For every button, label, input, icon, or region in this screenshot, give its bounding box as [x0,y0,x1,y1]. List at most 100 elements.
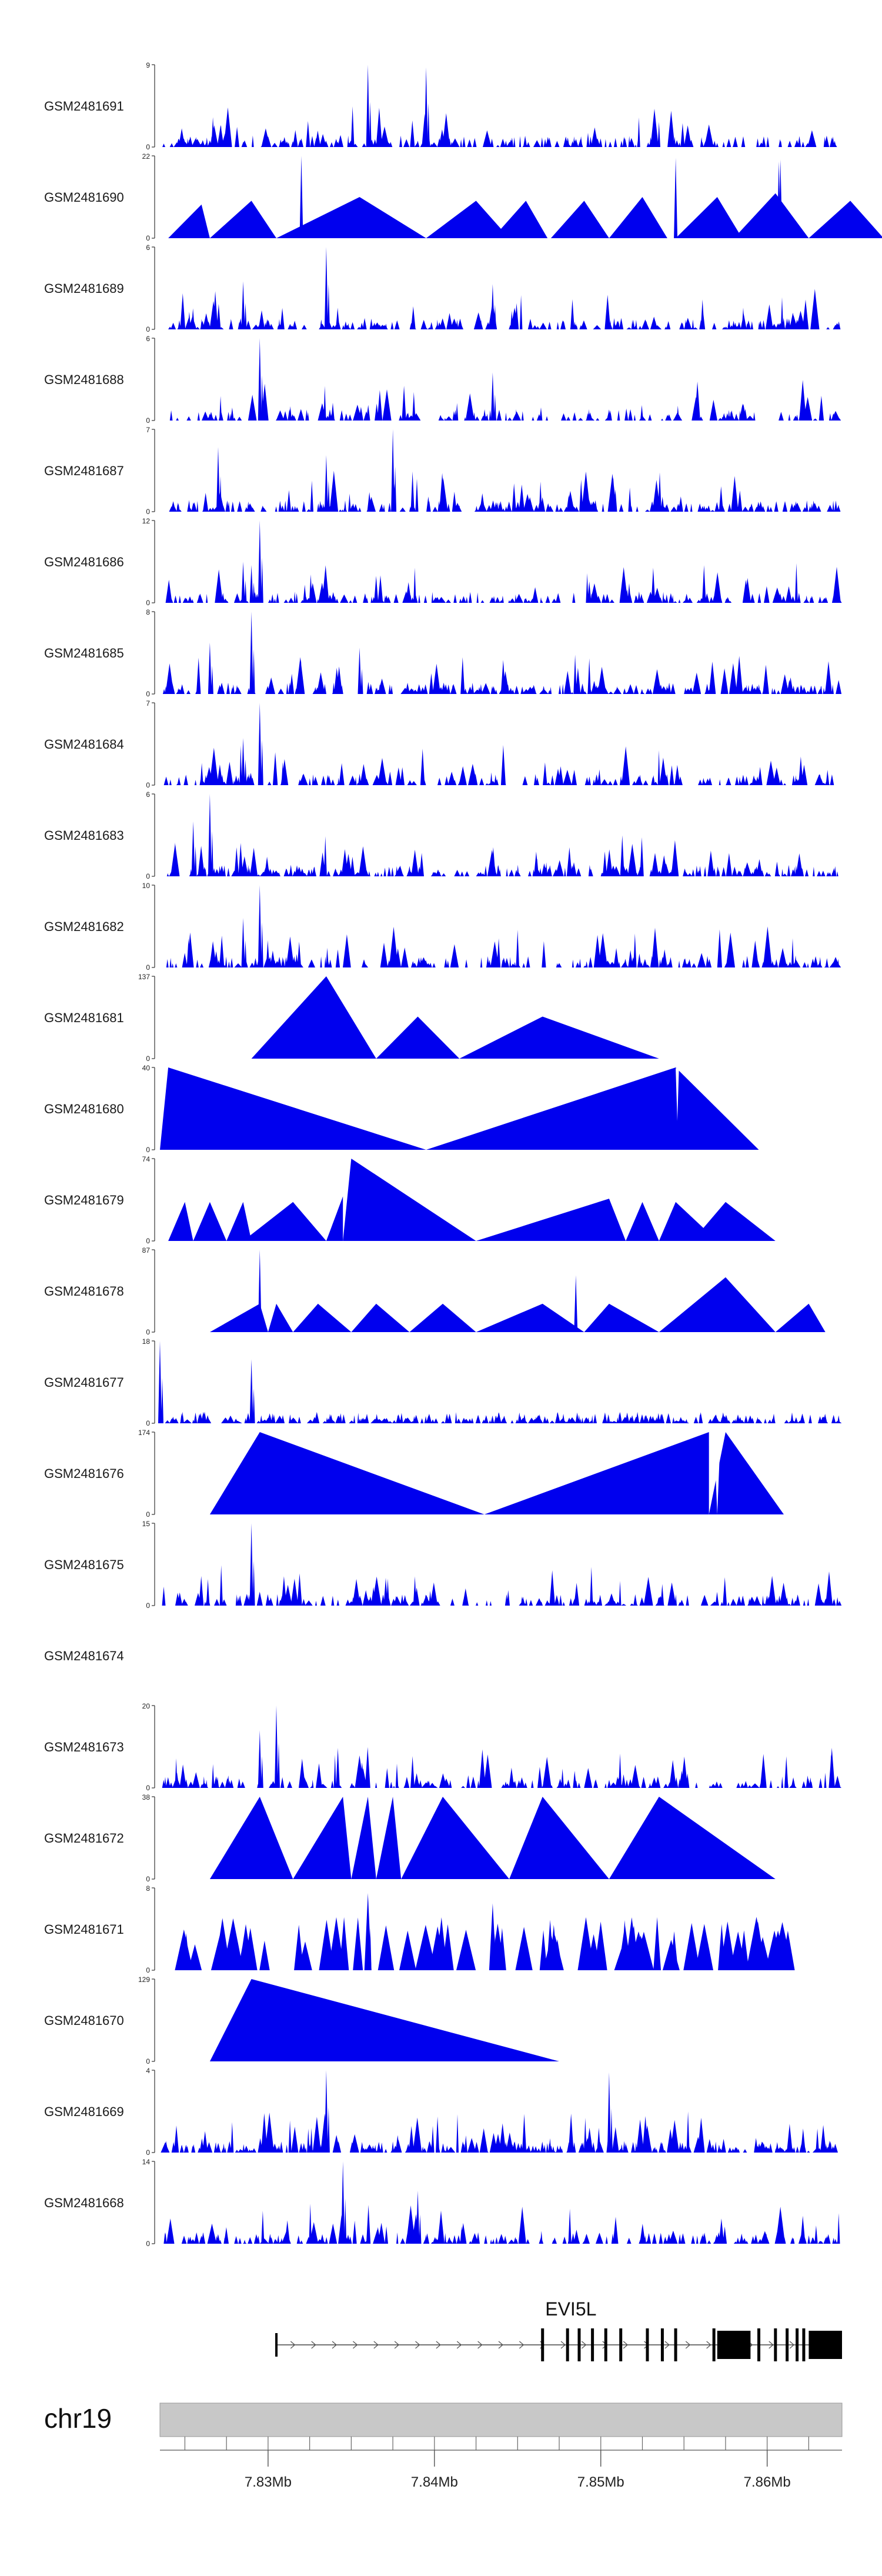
coverage-signal [165,563,842,603]
y-min-label: 0 [146,872,150,880]
y-min-label: 0 [146,2057,150,2066]
coverage-peak [241,562,245,603]
coverage-peak [260,740,263,785]
coverage-notch [676,1068,679,1121]
coverage-track: GSM2481688 6 0 [44,335,841,425]
coverage-track: GSM2481690 22 0 [44,152,882,242]
gene-exon [774,2328,777,2361]
y-max-label: 6 [146,335,150,343]
coverage-signal [163,2204,840,2244]
strand-arrow [623,2341,629,2349]
coverage-peak [275,1706,278,1788]
coverage-signal [162,106,837,147]
coverage-peak [244,759,247,785]
coverage-peak [476,1303,584,1332]
coverage-peak [709,1432,784,1514]
coverage-signal [166,835,838,876]
coverage-peak [493,1933,496,1970]
y-max-label: 6 [146,790,150,799]
track-label: GSM2481683 [44,828,124,843]
y-max-label: 8 [146,1884,150,1893]
coverage-peak [258,520,262,603]
y-max-label: 7 [146,426,150,434]
coverage-peak [401,1797,510,1879]
coverage-peak [211,831,213,876]
y-max-label: 129 [138,1976,150,1984]
coverage-peak [168,204,210,238]
track-label: GSM2481684 [44,737,124,752]
coverage-signal [163,745,834,785]
coverage-peak [574,1275,578,1332]
y-min-label: 0 [146,1328,150,1336]
y-max-label: 4 [146,2067,150,2075]
coverage-signal [165,1412,842,1423]
coverage-track: GSM2481679 74 0 [44,1155,776,1245]
strand-arrow [789,2341,795,2349]
y-min-label: 0 [146,690,150,698]
coverage-peak [659,1277,776,1332]
coverage-peak [299,156,303,238]
coverage-peak [358,648,362,694]
track-label: GSM2481671 [44,1922,124,1937]
coverage-peak [293,1797,352,1879]
gene-exon [604,2328,607,2361]
coverage-track: GSM2481686 12 0 [44,517,842,607]
coverage-signal [161,2111,838,2153]
coverage-peak [194,846,197,876]
coverage-peak [327,2107,330,2153]
track-label: GSM2481675 [44,1557,124,1572]
genome-axis-track: chr19 7.83Mb 7.84Mb 7.85Mb 7.86Mb [44,2403,843,2490]
coverage-peak [509,1797,609,1879]
track-label: GSM2481688 [44,372,124,387]
genome-axis-label: 7.83Mb [245,2474,292,2490]
coverage-peak [609,1797,776,1879]
strand-arrow [477,2341,483,2349]
y-max-label: 12 [142,517,151,525]
y-min-label: 0 [146,963,150,972]
coverage-track: GSM2481682 10 0 [44,882,841,972]
coverage-peak [193,1202,227,1241]
coverage-peak [160,1067,426,1150]
coverage-peak [419,2214,422,2244]
y-min-label: 0 [146,1784,150,1792]
gene-model-track: EVI5L [275,2298,842,2361]
coverage-track: GSM2481670 129 0 [44,1976,559,2066]
coverage-peak [369,1927,372,1970]
coverage-track: GSM2481689 6 0 [44,243,841,333]
coverage-peak [258,1730,262,1788]
y-min-label: 0 [146,325,150,333]
gene-exon [660,2328,664,2361]
coverage-peak [251,976,376,1059]
coverage-peak [775,1303,826,1332]
coverage-peak [244,303,247,329]
y-max-label: 6 [146,243,150,252]
coverage-track: GSM2481669 4 0 [44,2067,838,2157]
y-min-label: 0 [146,2148,150,2157]
coverage-track: GSM2481681 137 0 [44,973,659,1063]
coverage-peak [777,161,781,238]
gene-exon [717,2331,751,2359]
track-label: GSM2481668 [44,2195,124,2210]
coverage-peak [258,703,262,785]
y-min-label: 0 [146,1146,150,1154]
coverage-signal [162,1747,842,1788]
track-label: GSM2481678 [44,1284,124,1299]
strand-arrow [332,2341,338,2349]
coverage-peak [258,1250,262,1332]
coverage-peak [360,668,363,694]
track-label: GSM2481682 [44,919,124,934]
coverage-peak [550,201,609,238]
coverage-peak [426,201,510,238]
strand-arrow [436,2341,441,2349]
coverage-peak [258,338,262,421]
gene-label: EVI5L [545,2298,596,2320]
y-min-label: 0 [146,234,150,242]
coverage-peak [158,1341,162,1423]
track-label: GSM2481687 [44,463,124,478]
y-min-label: 0 [146,508,150,516]
strand-arrow [498,2341,503,2349]
coverage-signal [168,289,841,329]
coverage-peak [376,1797,402,1879]
coverage-peak [252,649,255,694]
y-min-label: 0 [146,2240,150,2248]
